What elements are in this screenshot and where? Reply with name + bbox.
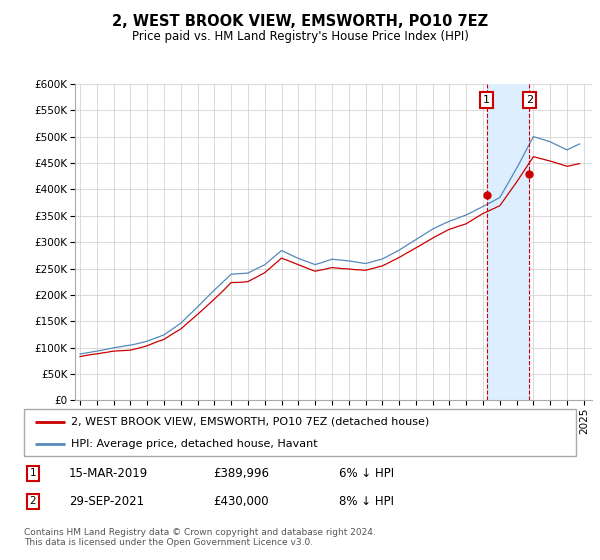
Text: 6% ↓ HPI: 6% ↓ HPI [339,466,394,480]
Text: HPI: Average price, detached house, Havant: HPI: Average price, detached house, Hava… [71,438,317,449]
Text: 1: 1 [29,468,37,478]
Text: £389,996: £389,996 [213,466,269,480]
Text: 2: 2 [526,95,533,105]
Text: 8% ↓ HPI: 8% ↓ HPI [339,494,394,508]
Text: 2, WEST BROOK VIEW, EMSWORTH, PO10 7EZ (detached house): 2, WEST BROOK VIEW, EMSWORTH, PO10 7EZ (… [71,417,429,427]
Text: Contains HM Land Registry data © Crown copyright and database right 2024.
This d: Contains HM Land Registry data © Crown c… [24,528,376,547]
Text: 2: 2 [29,496,37,506]
Text: 29-SEP-2021: 29-SEP-2021 [69,494,144,508]
Text: 15-MAR-2019: 15-MAR-2019 [69,466,148,480]
Text: Price paid vs. HM Land Registry's House Price Index (HPI): Price paid vs. HM Land Registry's House … [131,30,469,43]
Text: £430,000: £430,000 [213,494,269,508]
FancyBboxPatch shape [24,409,576,456]
Text: 2, WEST BROOK VIEW, EMSWORTH, PO10 7EZ: 2, WEST BROOK VIEW, EMSWORTH, PO10 7EZ [112,14,488,29]
Text: 1: 1 [483,95,490,105]
Bar [487,84,529,400]
